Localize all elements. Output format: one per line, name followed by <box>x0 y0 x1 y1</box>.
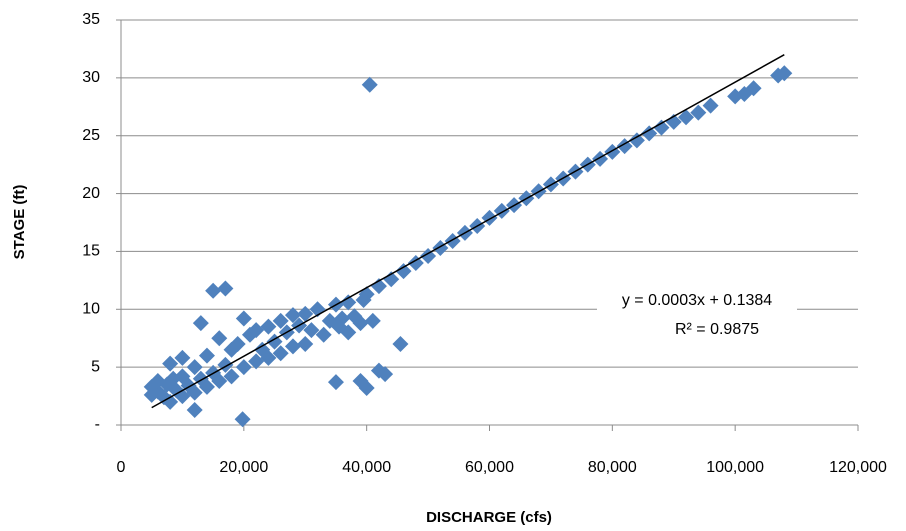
point <box>162 355 179 372</box>
point <box>395 263 412 280</box>
point <box>284 338 301 355</box>
point <box>776 65 793 82</box>
point <box>327 374 344 391</box>
point <box>377 366 394 383</box>
x-axis-title: DISCHARGE (cfs) <box>426 509 552 526</box>
point <box>745 80 762 97</box>
point <box>361 76 378 93</box>
x-tick-label: 0 <box>117 459 126 476</box>
point <box>235 310 252 327</box>
point <box>358 379 375 396</box>
point <box>217 280 234 297</box>
point <box>186 384 203 401</box>
trendline-r2: R² = 0.9875 <box>675 321 759 338</box>
trendline-label-bg <box>597 287 797 344</box>
y-tick-label: 30 <box>82 69 100 86</box>
x-tick-label: 20,000 <box>219 459 268 476</box>
point <box>340 294 357 311</box>
point <box>211 330 228 347</box>
point <box>641 125 658 142</box>
point <box>272 312 289 329</box>
y-tick-label: 20 <box>82 185 100 202</box>
point <box>653 119 670 136</box>
point <box>260 318 277 335</box>
y-axis-title: STAGE (ft) <box>11 185 28 260</box>
y-tick-label: 15 <box>82 243 100 260</box>
point <box>352 315 369 332</box>
point <box>272 345 289 362</box>
point <box>162 393 179 410</box>
point <box>211 373 228 390</box>
point <box>198 347 215 364</box>
point <box>690 104 707 121</box>
point <box>174 349 191 366</box>
point <box>340 324 357 341</box>
point <box>702 97 719 114</box>
point <box>370 278 387 295</box>
point <box>235 359 252 376</box>
point <box>284 307 301 324</box>
y-tick-label: 25 <box>82 127 100 144</box>
point <box>303 322 320 339</box>
y-tick-label: - <box>95 416 100 433</box>
point <box>444 233 461 250</box>
trendline-equation: y = 0.0003x + 0.1384 <box>622 292 772 309</box>
point <box>229 336 246 352</box>
trendline <box>151 54 785 409</box>
point <box>223 368 240 385</box>
point <box>186 401 203 418</box>
point <box>234 411 251 428</box>
y-tick-label: 5 <box>91 358 100 375</box>
point <box>260 349 277 366</box>
point <box>407 255 424 271</box>
x-tick-label: 60,000 <box>465 459 514 476</box>
x-tick-label: 120,000 <box>829 459 887 476</box>
point <box>198 378 215 395</box>
point <box>297 305 314 322</box>
x-tick-label: 40,000 <box>342 459 391 476</box>
point <box>248 322 265 339</box>
x-tick-label: 100,000 <box>706 459 764 476</box>
point <box>355 292 372 309</box>
point <box>248 353 265 370</box>
point <box>334 310 351 327</box>
point <box>628 132 645 149</box>
y-tick-label: 35 <box>82 11 100 28</box>
point <box>383 271 400 288</box>
point <box>186 359 203 376</box>
point <box>481 209 498 226</box>
x-tick-label: 80,000 <box>588 459 637 476</box>
point <box>297 336 314 352</box>
point <box>315 326 332 343</box>
point <box>192 315 209 332</box>
point <box>432 239 449 256</box>
point <box>205 282 222 299</box>
point <box>678 109 695 126</box>
point <box>364 312 381 329</box>
point <box>392 336 409 352</box>
y-tick-label: 10 <box>82 301 100 318</box>
